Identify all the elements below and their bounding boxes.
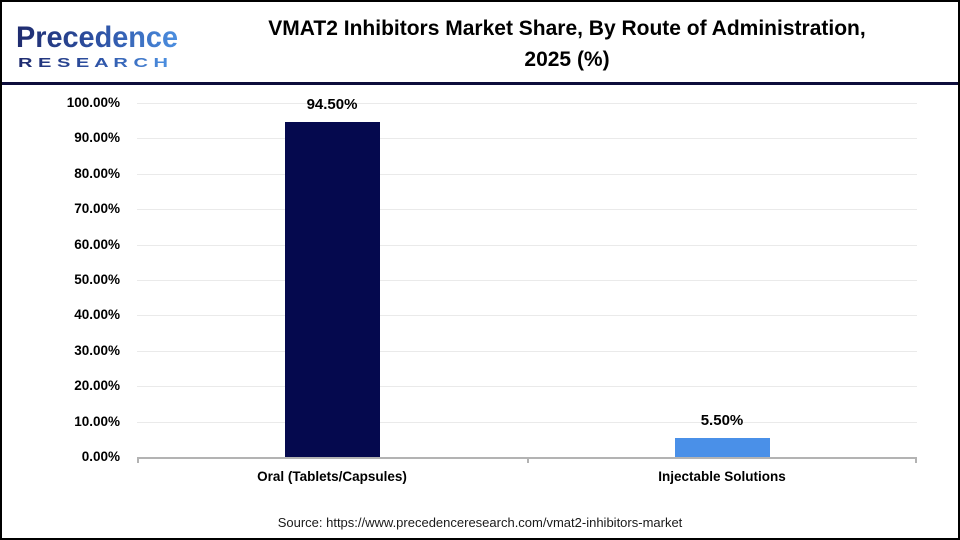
gridline: [137, 173, 917, 175]
y-axis-tick-label: 80.00%: [74, 165, 120, 181]
header-divider: [2, 82, 958, 85]
y-axis-tick-label: 0.00%: [81, 449, 120, 464]
title-line-1: VMAT2 Inhibitors Market Share, By Route …: [268, 16, 866, 40]
title-wrap: VMAT2 Inhibitors Market Share, By Route …: [192, 13, 948, 76]
x-axis-category-label: Oral (Tablets/Capsules): [257, 469, 407, 484]
y-axis-tick-label: 10.00%: [74, 413, 120, 429]
gridline: [137, 244, 917, 246]
y-axis-tick-label: 30.00%: [74, 342, 120, 358]
precedence-research-logo: Precedence R E S E A R C H: [14, 11, 192, 78]
y-axis-tick-label: 40.00%: [74, 307, 120, 323]
logo-brand-text: Precedence: [16, 21, 178, 54]
y-axis-tick-label: 90.00%: [74, 130, 120, 146]
gridline: [137, 209, 917, 211]
title-line-2: 2025 (%): [524, 48, 610, 71]
gridline: [137, 138, 917, 140]
gridline: [137, 280, 917, 281]
y-axis-tick-label: 20.00%: [74, 378, 120, 394]
bar-value-label: 5.50%: [700, 411, 744, 429]
gridline: [137, 315, 917, 317]
logo-graphic: Precedence R E S E A R C H: [16, 15, 178, 70]
y-axis-tick-label: 100.00%: [66, 95, 120, 110]
bar-value-label: 94.50%: [306, 96, 358, 114]
source-text: Source: https://www.precedenceresearch.c…: [277, 515, 683, 530]
leaf-icon: [22, 15, 38, 24]
gridline: [137, 103, 917, 104]
logo-sub-brand-text: R E S E A R C H: [18, 55, 168, 70]
bar-chart: 0.00% 10.00% 20.00% 30.00% 40.00% 50.00% 60.00…: [2, 85, 958, 503]
bar-injectable: [674, 437, 770, 457]
header: Precedence R E S E A R C H VMAT2 Inhibit…: [2, 2, 958, 82]
page-title: VMAT2 Inhibitors Market Share, By Route …: [192, 13, 942, 76]
y-axis-tick-label: 70.00%: [74, 201, 120, 217]
x-axis-category-label: Injectable Solutions: [658, 469, 786, 484]
x-axis-tick-mark: [527, 457, 529, 463]
gridline: [137, 421, 917, 423]
y-axis-tick-label: 60.00%: [74, 236, 120, 252]
x-axis-tick-mark: [915, 457, 917, 463]
y-axis-tick-label: 50.00%: [74, 272, 120, 287]
gridline: [137, 350, 917, 352]
bar-oral: [284, 122, 380, 457]
gridline: [137, 386, 917, 388]
x-axis-tick-mark: [137, 457, 139, 463]
